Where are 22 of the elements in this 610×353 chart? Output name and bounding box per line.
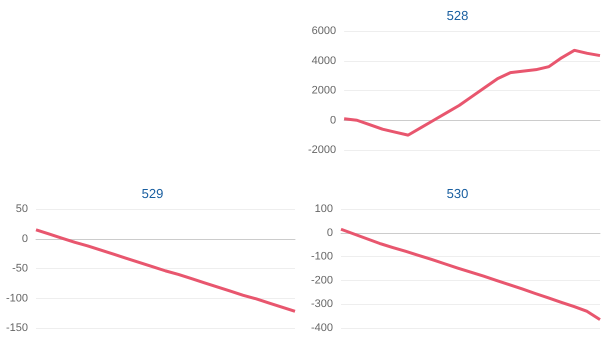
y-tick-label: -50 (12, 262, 28, 274)
y-tick-label: 6000 (312, 25, 336, 37)
y-tick-label: 100 (314, 203, 333, 215)
y-tick-label: -300 (310, 298, 333, 310)
y-tick-label: -200 (310, 274, 333, 286)
y-tick-label: -100 (310, 250, 333, 263)
y-tick-label: 0 (330, 114, 336, 126)
chart-title: 529 (142, 186, 164, 201)
line-series (34, 228, 296, 313)
y-tick-label: 4000 (312, 54, 336, 67)
y-tick-label: 0 (326, 226, 333, 239)
y-tick-label: -400 (310, 322, 333, 334)
chart-title: 530 (446, 186, 468, 201)
y-tick-label: 50 (16, 203, 28, 215)
y-tick-label: -2000 (308, 144, 336, 156)
y-tick-label: -100 (6, 292, 28, 304)
y-tick-label: 0 (22, 232, 28, 245)
y-tick-label: 2000 (312, 84, 336, 96)
y-tick-label: -150 (6, 322, 28, 334)
chart-title: 528 (446, 8, 468, 23)
line-series (340, 228, 602, 322)
line-series (342, 48, 602, 137)
